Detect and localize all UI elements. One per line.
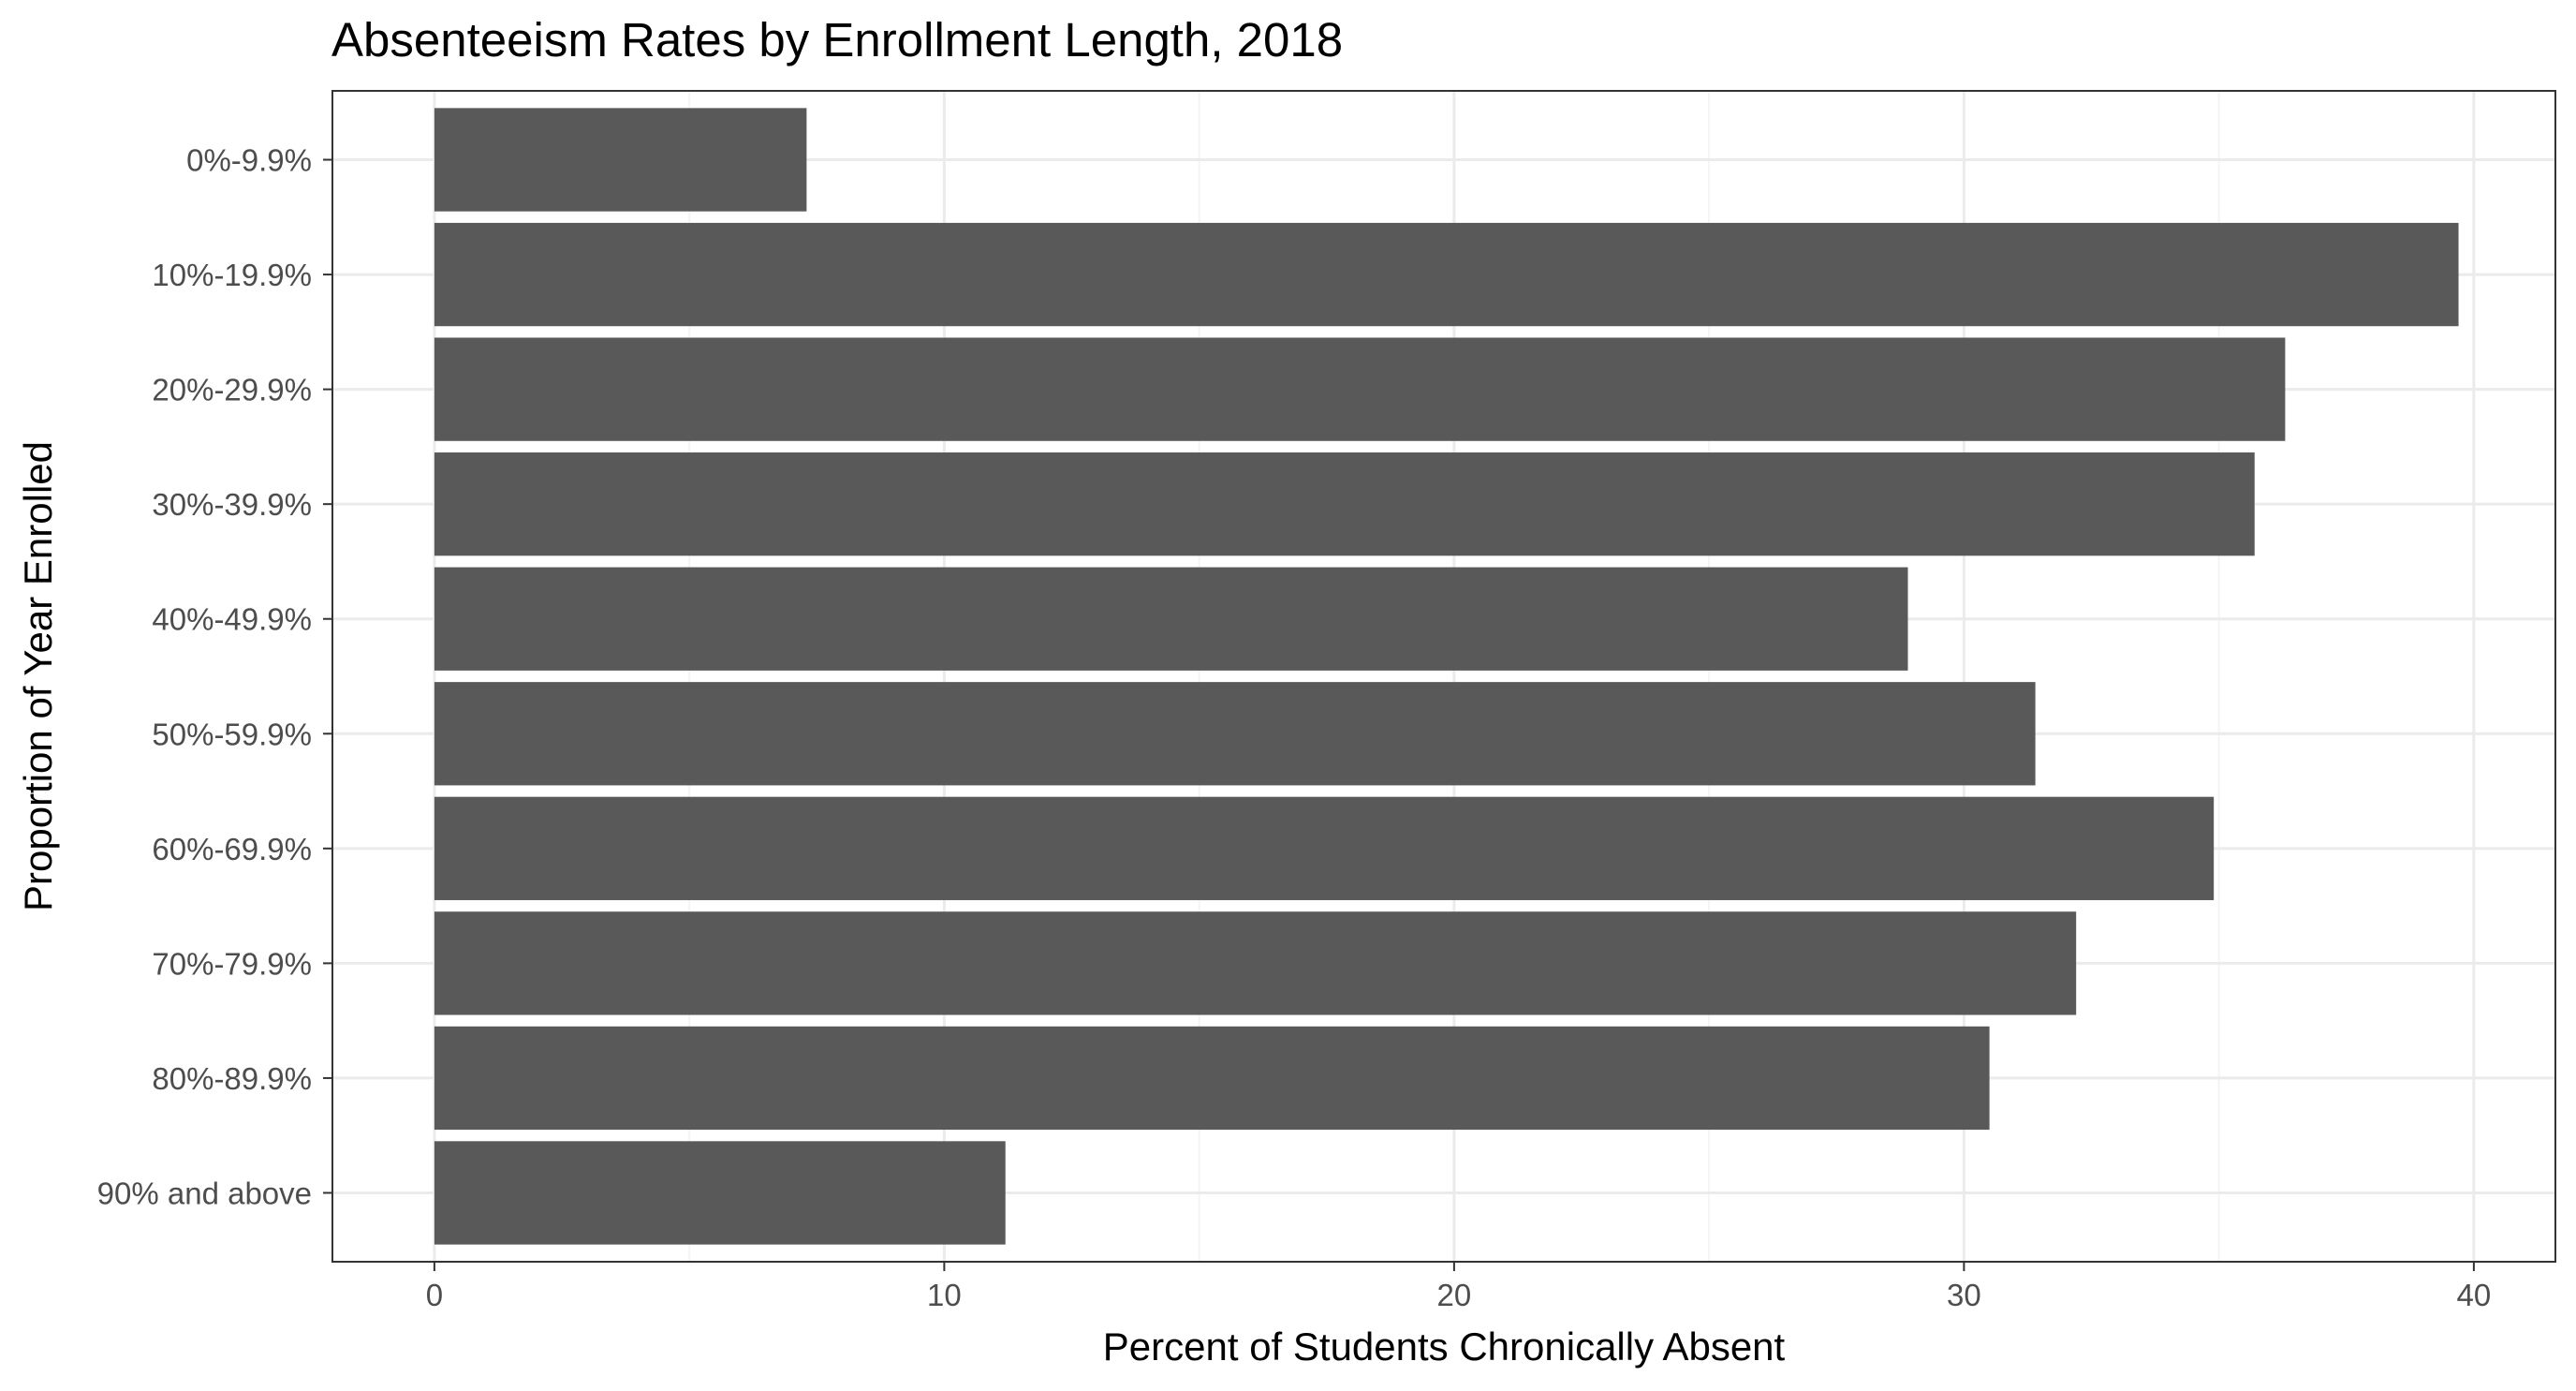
x-tick-label: 20 bbox=[1437, 1278, 1472, 1312]
bar bbox=[434, 452, 2255, 556]
x-tick-label: 40 bbox=[2457, 1278, 2492, 1312]
y-tick-label: 90% and above bbox=[97, 1176, 312, 1210]
y-tick-label: 0%-9.9% bbox=[186, 143, 312, 178]
bar bbox=[434, 1141, 1006, 1245]
x-axis-title: Percent of Students Chronically Absent bbox=[1103, 1324, 1786, 1369]
y-tick-label: 10%-19.9% bbox=[152, 258, 312, 292]
y-tick-label: 50%-59.9% bbox=[152, 717, 312, 751]
x-axis-ticks: 0 10 20 30 40 bbox=[426, 1262, 2492, 1312]
bar bbox=[434, 222, 2459, 327]
panel-border bbox=[331, 90, 2556, 1263]
x-tick-label: 10 bbox=[927, 1278, 962, 1312]
bar bbox=[434, 337, 2286, 441]
bar bbox=[434, 682, 2036, 786]
y-tick-label: 80%-89.9% bbox=[152, 1061, 312, 1096]
y-tick-label: 60%-69.9% bbox=[152, 832, 312, 866]
panel bbox=[331, 90, 2556, 1263]
chart-title: Absenteeism Rates by Enrollment Length, … bbox=[331, 13, 1343, 67]
bar bbox=[434, 567, 1908, 671]
y-tick-label: 20%-29.9% bbox=[152, 373, 312, 407]
bars bbox=[434, 108, 2459, 1245]
x-tick-label: 30 bbox=[1947, 1278, 1981, 1312]
y-tick-label: 40%-49.9% bbox=[152, 602, 312, 637]
bar bbox=[434, 796, 2215, 900]
x-tick-label: 0 bbox=[426, 1278, 443, 1312]
bar bbox=[434, 1026, 1990, 1131]
bar bbox=[434, 911, 2077, 1015]
y-axis-title: Proportion of Year Enrolled bbox=[16, 441, 60, 911]
y-tick-label: 30%-39.9% bbox=[152, 487, 312, 522]
y-axis-ticks: 0%-9.9% 10%-19.9% 20%-29.9% 30%-39.9% 40%-49… bbox=[97, 143, 332, 1210]
y-tick-label: 70%-79.9% bbox=[152, 946, 312, 981]
bar bbox=[434, 108, 807, 212]
